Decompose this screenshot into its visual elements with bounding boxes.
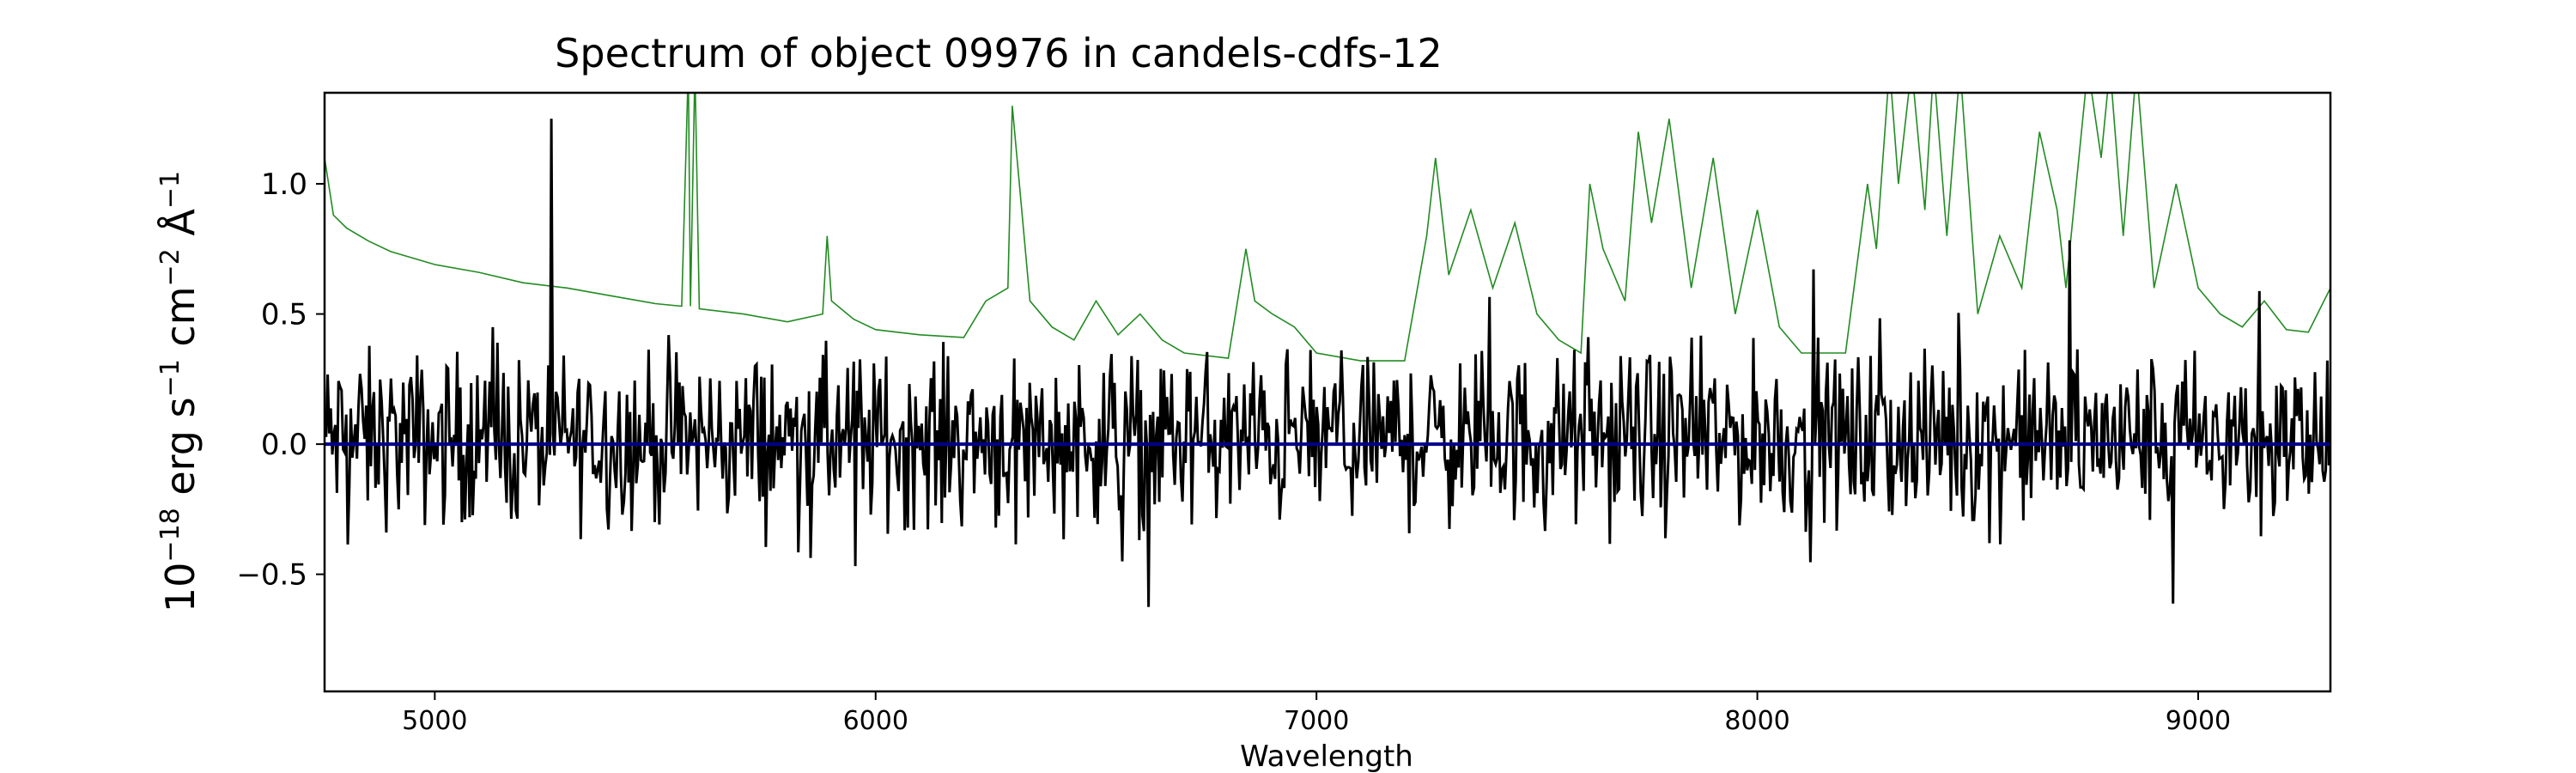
plot-frame xyxy=(323,91,2332,693)
x-tick-label: 7000 xyxy=(1284,706,1349,736)
y-label-exp3: −1 xyxy=(155,171,185,209)
y-tick-label: 0.0 xyxy=(261,428,307,462)
y-label-exp: −18 xyxy=(155,508,185,562)
y-axis-label: 10−18 erg s−1 cm−2 Å−1 xyxy=(155,171,204,612)
y-tick-label: −0.5 xyxy=(236,558,307,593)
x-axis-label: Wavelength xyxy=(1240,740,1413,773)
y-label-base: 10 xyxy=(157,563,204,613)
flux-spectrum-line xyxy=(325,119,2330,607)
y-label-cm: cm xyxy=(157,286,204,359)
y-label-exp1: −1 xyxy=(155,359,185,397)
x-tick-label: 8000 xyxy=(1724,706,1789,736)
chart-title: Spectrum of object 09976 in candels-cdfs… xyxy=(555,30,1443,76)
y-tick-label: 1.0 xyxy=(261,167,307,202)
y-label-exp2: −2 xyxy=(155,248,185,286)
y-label-ang: Å xyxy=(157,209,204,249)
x-tick-label: 9000 xyxy=(2166,706,2231,736)
x-tick-label: 5000 xyxy=(402,706,467,736)
y-tick-label: 0.5 xyxy=(261,298,307,332)
y-label-erg: erg s xyxy=(157,397,204,508)
error-spectrum-line xyxy=(325,93,2330,362)
x-tick-label: 6000 xyxy=(843,706,908,736)
